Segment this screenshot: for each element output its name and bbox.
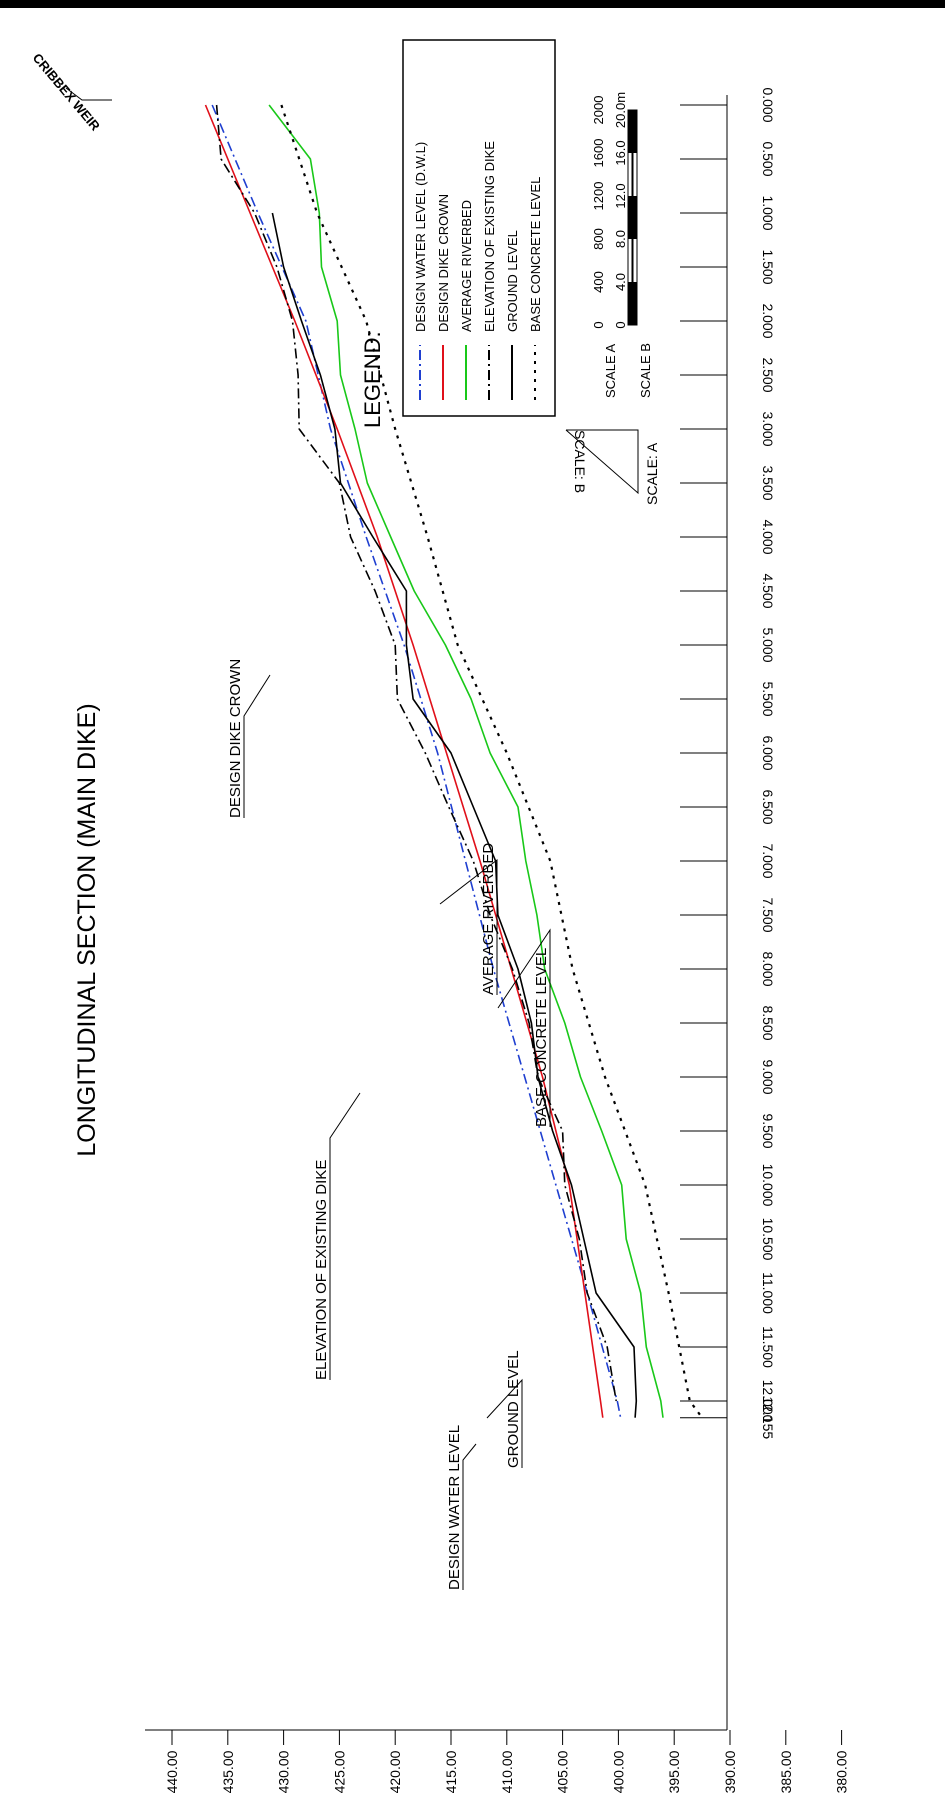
station-tick-label: 0.000 [760, 87, 776, 122]
elevation-tick-label: 395.00 [666, 1750, 682, 1793]
scale-a-tick-label: 0 [591, 321, 606, 328]
station-tick-label: 4.500 [760, 573, 776, 608]
scale-bar-segment [633, 196, 637, 239]
scale-a-label: SCALE A [603, 343, 618, 398]
station-tick-label: 5.500 [760, 681, 776, 716]
scale-a-tick-label: 400 [591, 271, 606, 293]
scale-triangle-label-b: SCALE: B [572, 430, 588, 493]
station-tick-label: 1.000 [760, 195, 776, 230]
station-tick-label: 3.500 [760, 465, 776, 500]
weir-label: CRIBBEX WEIR [30, 50, 104, 134]
scale-triangle: SCALE: B SCALE: A [566, 430, 660, 505]
elevation-tick-label: 380.00 [834, 1750, 850, 1793]
leader-design-water-level [463, 1444, 476, 1590]
scale-a-tick-label: 2000 [591, 96, 606, 125]
annotation-elevation-existing-dike: ELEVATION OF EXISTING DIKE [313, 1160, 330, 1380]
station-tick-label: 10.000 [760, 1164, 776, 1207]
legend: LEGEND: DESIGN WATER LEVEL (D.W.L) DESIGN… [360, 40, 555, 428]
annotation-design-water-level: DESIGN WATER LEVEL [446, 1425, 463, 1590]
legend-item-label: BASE CONCRETE LEVEL [528, 177, 543, 332]
scale-a-tick-label: 1200 [591, 182, 606, 211]
annotation-average-riverbed: AVERAGE RIVERBED [480, 843, 497, 995]
station-tick-label: 10.500 [760, 1218, 776, 1261]
elevation-tick-label: 440.00 [164, 1750, 180, 1793]
top-frame-bar [0, 0, 945, 8]
scale-a-tick-label: 800 [591, 228, 606, 250]
elevation-tick-label: 405.00 [555, 1750, 571, 1793]
elevation-tick-label: 390.00 [722, 1750, 738, 1793]
legend-item-label: AVERAGE RIVERBED [459, 200, 474, 332]
annotation-base-concrete-level: BASE CONCRETE LEVEL [533, 948, 550, 1127]
station-tick-label: 11.000 [760, 1272, 776, 1314]
station-tick-label: 6.500 [760, 789, 776, 824]
station-tick-label: 5.000 [760, 627, 776, 662]
station-tick-group: 0.000 0.500 1.000 1.500 2.000 2.500 3.000 3.500… [680, 87, 776, 1439]
station-tick-label: 1.500 [760, 249, 776, 284]
annotation-design-dike-crown: DESIGN DIKE CROWN [227, 659, 244, 818]
scale-b-label: SCALE B [638, 343, 653, 398]
station-tick-label: 11.500 [760, 1326, 776, 1368]
elevation-tick-label: 385.00 [778, 1750, 794, 1793]
series-line-1 [206, 105, 603, 1418]
station-tick-label: 3.000 [760, 411, 776, 446]
scale-b-tick-label: 16.0 [613, 140, 628, 165]
station-tick-label: 2.500 [760, 357, 776, 392]
elevation-tick-label: 410.00 [499, 1750, 515, 1793]
elevation-tick-label: 400.00 [610, 1750, 626, 1793]
scale-bar-segment [628, 282, 632, 325]
station-tick-label: 4.000 [760, 519, 776, 554]
station-tick-label: 8.000 [760, 951, 776, 986]
scale-bar-segment [633, 282, 637, 325]
scale-b-tick-label: 8.0 [613, 230, 628, 248]
station-tick-label: 12.155 [760, 1396, 776, 1439]
elevation-tick-label: 435.00 [220, 1750, 236, 1793]
elevation-tick-group: 440.00 435.00 430.00 425.00 420.00 415.00 410.… [164, 1730, 850, 1793]
scale-triangle-label-a: SCALE: A [644, 442, 660, 505]
station-tick-label: 7.500 [760, 897, 776, 932]
annotations: DESIGN DIKE CROWN AVERAGE RIVERBED BASE … [227, 659, 550, 1590]
elevation-tick-label: 420.00 [387, 1750, 403, 1793]
scale-bar-segment [633, 110, 637, 153]
legend-item-label: DESIGN DIKE CROWN [436, 194, 451, 332]
station-tick-label: 9.000 [760, 1059, 776, 1094]
legend-heading: LEGEND: [360, 331, 385, 428]
station-tick-label: 2.000 [760, 303, 776, 338]
annotation-ground-level: GROUND LEVEL [505, 1350, 522, 1468]
leader-elevation-existing-dike [330, 1093, 360, 1380]
legend-item-label: DESIGN WATER LEVEL (D.W.L) [413, 142, 428, 332]
leader-design-dike-crown [244, 675, 270, 818]
scale-b-tick-label: 4.0 [613, 273, 628, 291]
legend-item-label: ELEVATION OF EXISTING DIKE [482, 141, 497, 332]
elevation-tick-label: 425.00 [331, 1750, 347, 1793]
legend-item-label: GROUND LEVEL [505, 230, 520, 332]
station-tick-label: 6.000 [760, 735, 776, 770]
elevation-tick-label: 415.00 [443, 1750, 459, 1793]
elevation-tick-label: 430.00 [276, 1750, 292, 1793]
scale-b-tick-label: 0 [613, 321, 628, 328]
scale-b-tick-label: 12.0 [613, 183, 628, 208]
page-title: LONGITUDINAL SECTION (MAIN DIKE) [73, 703, 101, 1156]
scale-a-tick-label: 1600 [591, 139, 606, 168]
scale-bar: SCALE A SCALE B 0 400 800 1200 1600 2000 0 4.0 8… [591, 92, 653, 398]
scale-bar-segment [628, 196, 632, 239]
station-tick-label: 7.000 [760, 843, 776, 878]
scale-bar-segment [628, 110, 632, 153]
station-tick-label: 0.500 [760, 141, 776, 176]
station-tick-label: 8.500 [760, 1005, 776, 1040]
scale-b-tick-label: 20.0m [613, 92, 628, 128]
station-tick-label: 9.500 [760, 1113, 776, 1148]
